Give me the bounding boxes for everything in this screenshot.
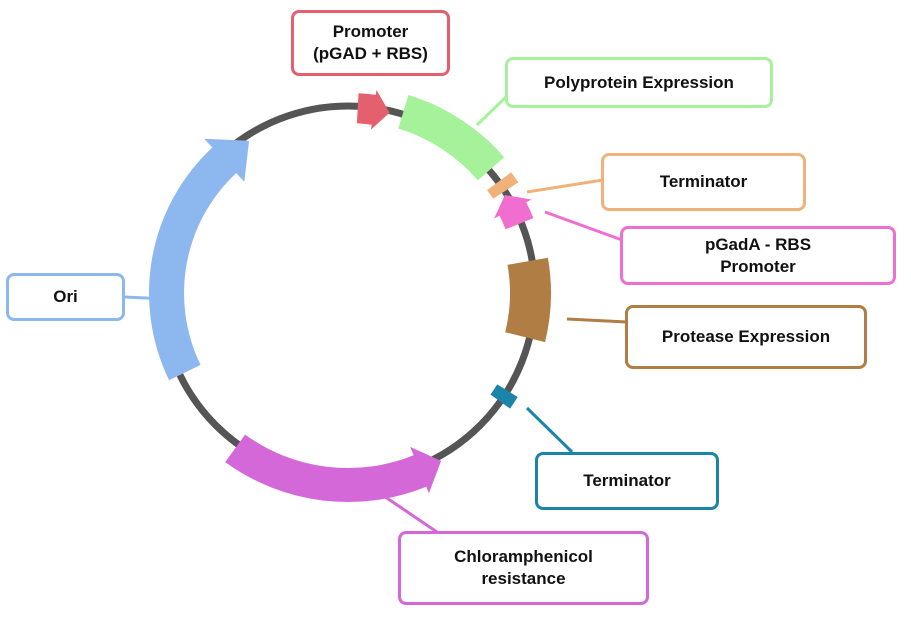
- connector-pgada-promoter: [544, 210, 623, 242]
- terminator-1-label: Terminator: [601, 153, 806, 211]
- polyprotein-label: Polyprotein Expression: [505, 57, 773, 108]
- pgada-promoter-label-line-2: Promoter: [720, 256, 796, 276]
- promoter-label-line-2: (pGAD + RBS): [313, 44, 428, 63]
- pgada-promoter-label-line-1: pGadA - RBS: [704, 234, 812, 254]
- connector-terminator-1: [526, 178, 604, 194]
- pgada-promoter-arrow: [494, 195, 534, 230]
- ori-label: Ori: [6, 273, 125, 321]
- chloramphenicol-label-line-1: Chloramphenicol: [454, 547, 593, 566]
- connector-chloramphenicol: [377, 490, 438, 534]
- ori-label-line-1: Ori: [53, 287, 78, 306]
- connector-polyprotein: [475, 93, 510, 127]
- promoter-arrow: [356, 90, 390, 130]
- pgada-promoter-label: pGadA - RBS Promoter: [620, 226, 896, 285]
- polyprotein-block: [398, 95, 505, 181]
- chloramphenicol-label-line-2: resistance: [481, 569, 566, 588]
- promoter-label-line-1: Promoter: [332, 22, 409, 41]
- polyprotein-label-line-1: Polyprotein Expression: [544, 72, 734, 92]
- chloramphenicol-arrow: [225, 434, 442, 503]
- connector-lines: [124, 93, 628, 534]
- plasmid-features: [149, 90, 552, 503]
- promoter-label: Promoter (pGAD + RBS): [291, 10, 450, 76]
- protease-label-line-1: Protease Expression: [661, 327, 831, 346]
- terminator-2-label-line-1: Terminator: [583, 471, 671, 490]
- terminator-2-label: Terminator: [535, 452, 719, 510]
- connector-terminator-2: [525, 406, 574, 454]
- terminator-2-bar: [490, 384, 518, 409]
- ori-arrow: [149, 138, 250, 381]
- terminator-1-label-line-1: Terminator: [659, 172, 748, 191]
- connector-protease: [566, 317, 628, 324]
- protease-block: [505, 257, 552, 343]
- protease-label: Protease Expression: [625, 305, 867, 369]
- terminator-1-bar: [487, 172, 519, 199]
- chloramphenicol-label: Chloramphenicol resistance: [398, 531, 649, 605]
